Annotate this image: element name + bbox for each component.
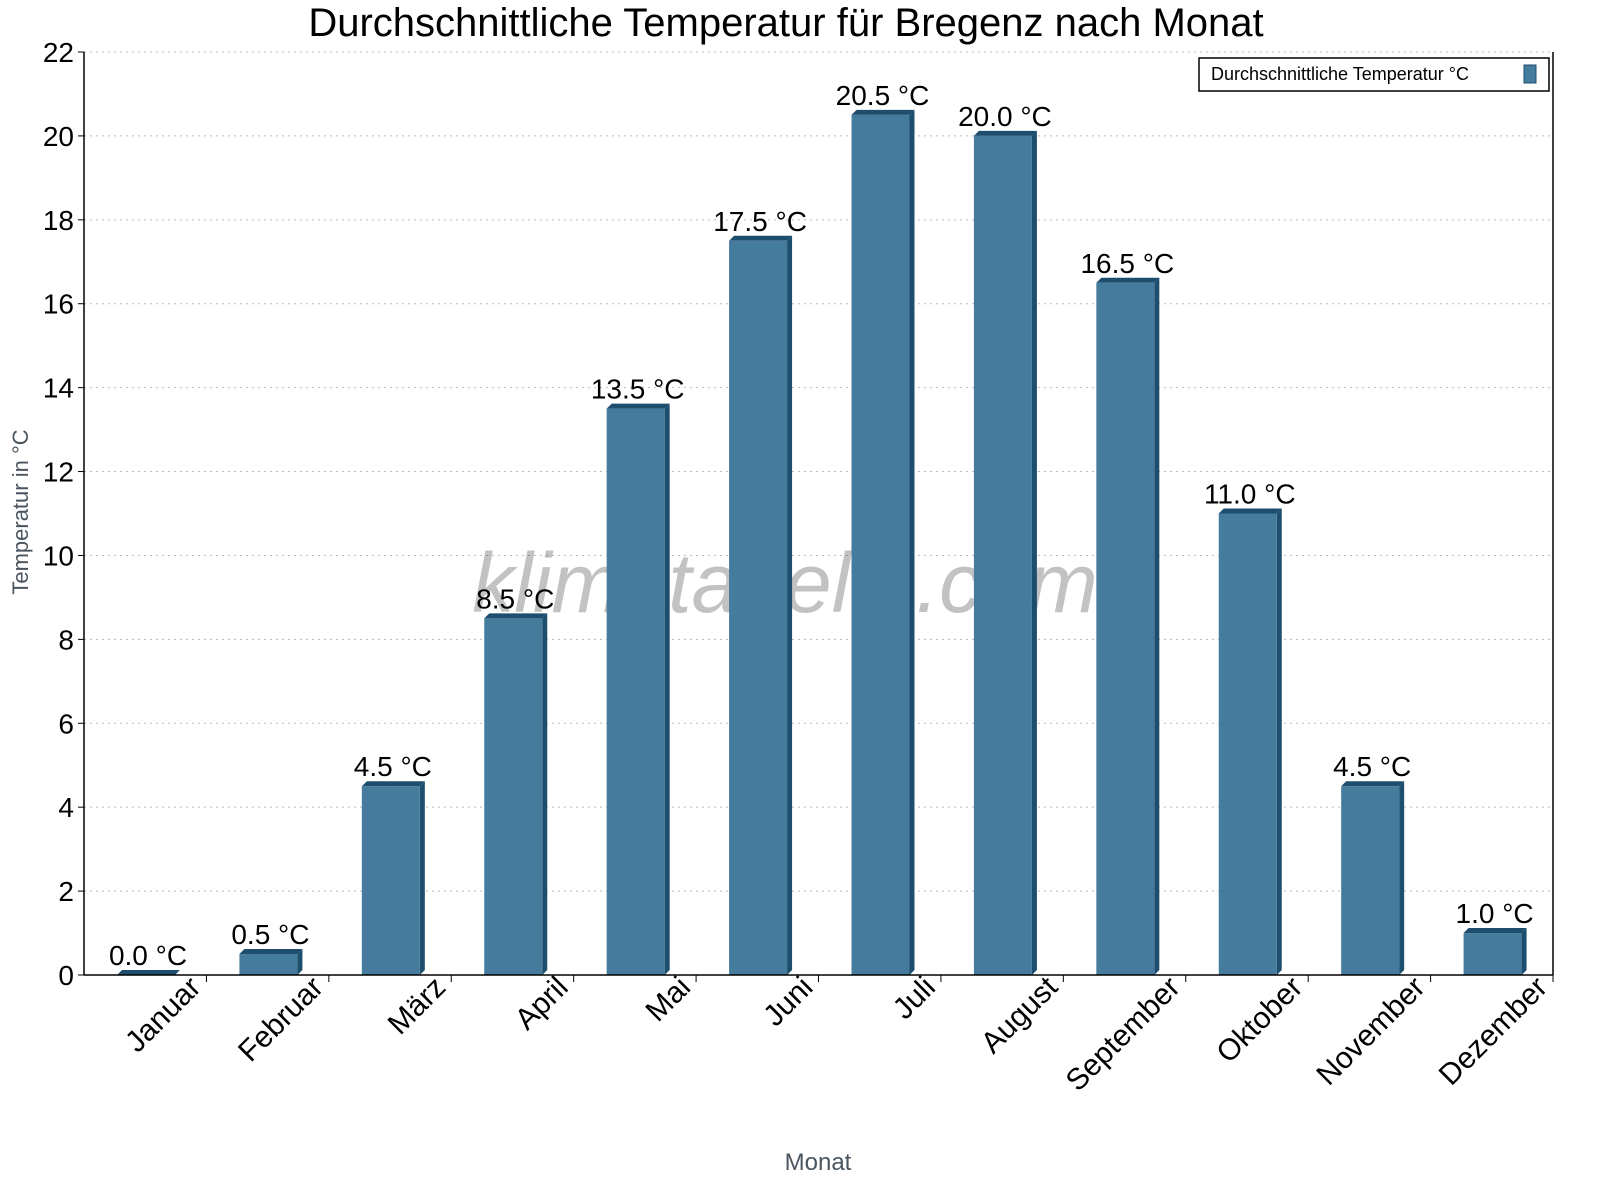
data-label: 11.0 °C [1204, 479, 1296, 510]
x-tick-label: Oktober [1210, 971, 1309, 1070]
chart-title: Durchschnittliche Temperatur für Bregenz… [308, 1, 1263, 45]
bar-side [1521, 928, 1527, 975]
bar [729, 240, 788, 975]
bar [606, 408, 665, 975]
legend-label: Durchschnittliche Temperatur °C [1211, 64, 1469, 84]
y-tick-label: 20 [43, 121, 74, 152]
x-tick-label: April [509, 971, 575, 1037]
data-label: 20.5 °C [836, 80, 930, 111]
y-tick-label: 16 [43, 289, 74, 320]
data-label: 17.5 °C [713, 206, 807, 237]
bar-side [1399, 781, 1405, 975]
bar-side [1154, 277, 1160, 975]
bar-top [606, 403, 670, 409]
bar-top [851, 109, 915, 115]
bar [1341, 786, 1400, 975]
x-tick-label: September [1060, 971, 1187, 1098]
bar [361, 786, 420, 975]
x-tick-label: Juli [887, 971, 942, 1026]
bar-top [361, 781, 425, 787]
bar-side [419, 781, 425, 975]
bar [1218, 513, 1277, 975]
bar [1096, 282, 1155, 975]
y-tick-label: 4 [58, 792, 74, 823]
bar-side [664, 403, 670, 975]
data-label: 8.5 °C [476, 583, 554, 614]
y-tick-label: 14 [43, 373, 74, 404]
bar-side [297, 949, 303, 975]
y-tick-label: 2 [58, 876, 74, 907]
bar [1463, 933, 1522, 975]
x-tick-label: Mai [640, 971, 698, 1029]
legend: Durchschnittliche Temperatur °C [1198, 57, 1550, 92]
x-axis-label: Monat [785, 1149, 852, 1176]
bar-top [729, 235, 793, 241]
bar-side [1031, 130, 1037, 976]
legend-swatch [1523, 64, 1537, 84]
bar-top [1463, 928, 1527, 934]
bar-side [542, 613, 548, 975]
data-label: 16.5 °C [1080, 248, 1174, 279]
data-label: 0.0 °C [109, 940, 187, 971]
bar-top [117, 970, 180, 975]
bar-top [1218, 508, 1282, 514]
bar [851, 114, 910, 975]
y-tick-label: 18 [43, 205, 74, 236]
x-tick-label: Juni [757, 971, 819, 1033]
data-label: 1.0 °C [1456, 898, 1534, 929]
bar-top [239, 949, 303, 955]
bar-side [1276, 508, 1282, 975]
y-tick-label: 0 [58, 960, 74, 991]
y-tick-label: 22 [43, 37, 74, 68]
data-label: 4.5 °C [1333, 751, 1411, 782]
data-label: 13.5 °C [591, 374, 685, 405]
y-tick-label: 6 [58, 708, 74, 739]
x-tick-label: Januar [119, 971, 207, 1059]
x-tick-label: November [1310, 971, 1431, 1092]
data-label: 0.5 °C [231, 919, 309, 950]
x-tick-label: August [975, 970, 1065, 1060]
data-label: 20.0 °C [958, 101, 1052, 132]
y-tick-label: 10 [43, 540, 74, 571]
bar-side [909, 109, 915, 975]
bar-top [484, 613, 548, 619]
y-tick-label: 12 [43, 457, 74, 488]
bar-top [1341, 781, 1405, 787]
data-label: 4.5 °C [354, 751, 432, 782]
bar [239, 954, 298, 975]
x-tick-label: Dezember [1433, 971, 1554, 1092]
x-tick-label: März [382, 971, 452, 1041]
bar-top [1096, 277, 1160, 283]
bar-side [787, 235, 793, 975]
y-axis-label: Temperatur in °C [8, 429, 33, 594]
bar [484, 618, 543, 975]
x-tick-label: Februar [232, 971, 330, 1069]
bar [973, 135, 1032, 976]
bar-top [973, 130, 1037, 136]
y-tick-label: 8 [58, 624, 74, 655]
